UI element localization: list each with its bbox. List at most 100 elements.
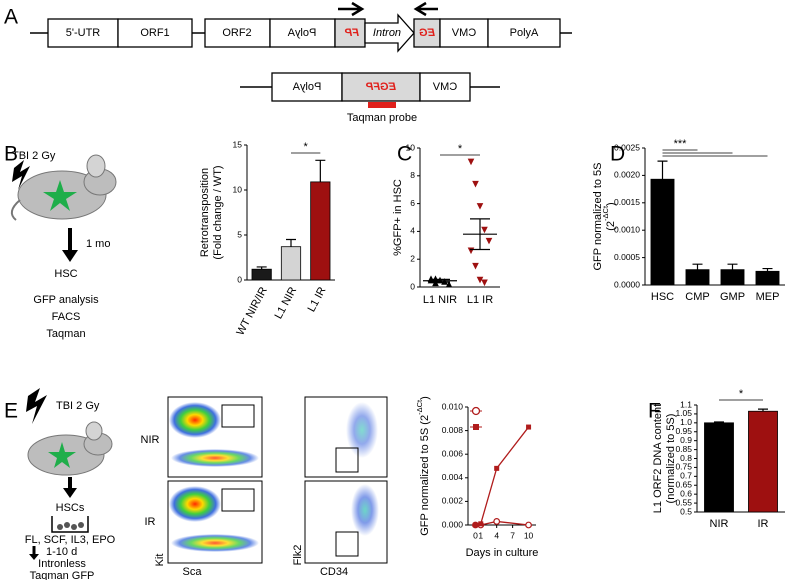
panel-letter: E xyxy=(4,400,18,423)
bar xyxy=(748,410,778,513)
x-tick-label: 10 xyxy=(524,530,534,540)
y-tick-label: 0.004 xyxy=(442,472,464,482)
element-label: 5'-UTR xyxy=(66,27,101,39)
y-axis-label: GFP normalized to 5S xyxy=(592,162,604,270)
flow-plots: NIR IR Kit Sca Flk2 CD34 xyxy=(141,396,388,578)
star xyxy=(43,180,77,211)
treatment-label: TBI 2 Gy xyxy=(56,400,100,412)
y-tick-label: 0.75 xyxy=(675,462,692,472)
error-bar-line xyxy=(714,421,724,423)
y-tick-label: 1.1 xyxy=(680,399,692,409)
gate xyxy=(221,404,255,428)
time-label: 1-10 d xyxy=(46,546,77,558)
culture-label: FL, SCF, IL3, EPO xyxy=(25,534,116,546)
element-label: PolyA xyxy=(287,27,316,39)
error-bar xyxy=(470,218,490,251)
significance-label: *** xyxy=(674,138,688,150)
element-label: PolyA xyxy=(510,27,539,39)
arrow-head xyxy=(63,488,77,498)
axis-label: CD34 xyxy=(320,566,348,578)
mouse-ear xyxy=(85,421,103,441)
construct-diagram: 5'-UTR ORF1 ORF2 PolyA FP Intron EG CMV … xyxy=(30,1,572,124)
y-axis-label: L1 ORF2 DNA content xyxy=(652,404,664,513)
time-label: 1 mo xyxy=(86,238,110,250)
arrow-head xyxy=(29,554,39,560)
y-tick-label: 0.000 xyxy=(442,519,464,529)
y-axis-label-part: GFP normalized to 5S (2 xyxy=(419,415,431,536)
y-tick-label: 1.0 xyxy=(680,417,692,427)
error-bar xyxy=(286,238,296,247)
bar xyxy=(704,422,734,513)
y-tick-label: 0.0020 xyxy=(614,170,640,180)
data-point xyxy=(481,279,488,287)
data-point xyxy=(476,203,484,210)
error-bar-line xyxy=(315,159,326,182)
significance-label: * xyxy=(304,141,309,153)
probe-label: Taqman probe xyxy=(347,112,417,124)
axis-label: Sca xyxy=(183,566,203,578)
x-tick-label: 1 xyxy=(478,530,483,540)
data-point xyxy=(432,279,439,287)
significance-label: * xyxy=(739,388,744,400)
element-label: PolyA xyxy=(292,81,321,93)
row-label: NIR xyxy=(141,434,160,446)
y-tick-label: 0 xyxy=(237,274,242,284)
y-tick-label: 2 xyxy=(410,253,415,263)
data-point xyxy=(493,518,501,525)
y-axis-label-part: ) xyxy=(419,396,431,400)
data-point xyxy=(481,226,488,234)
arrow-head xyxy=(62,250,78,262)
error-bar xyxy=(430,278,450,283)
error-bar xyxy=(727,263,738,270)
gate xyxy=(335,447,359,473)
element-box xyxy=(419,72,471,102)
y-tick-label: 0.85 xyxy=(675,444,692,454)
y-axis-label: Retrotransposition xyxy=(199,168,211,257)
density xyxy=(169,402,221,438)
bar xyxy=(280,246,302,281)
y-tick-label: 0.7 xyxy=(680,471,692,481)
data-point xyxy=(472,522,478,528)
primer-arrow xyxy=(338,1,365,17)
error-bar-line xyxy=(758,408,768,412)
element-box xyxy=(204,18,271,48)
y-tick-label: 4 xyxy=(410,226,415,236)
x-tick-label: 7 xyxy=(510,530,515,540)
gate xyxy=(335,531,359,557)
probe-bar xyxy=(368,102,396,108)
primer-arrow xyxy=(413,1,438,17)
bar xyxy=(650,178,675,286)
data-point xyxy=(445,280,453,288)
error-bar-line xyxy=(430,278,450,283)
data-point xyxy=(441,278,448,285)
readout-label: GFP analysis xyxy=(33,294,99,306)
element-label: EGFP xyxy=(365,81,396,93)
cells xyxy=(57,522,84,530)
density xyxy=(351,484,379,536)
element-label: ORF1 xyxy=(140,27,169,39)
panel-letter: B xyxy=(4,143,18,166)
error-bar-line xyxy=(470,218,490,251)
y-tick-label: 10 xyxy=(406,142,416,152)
y-tick-label: 0.0000 xyxy=(614,279,640,289)
x-tick-label: IR xyxy=(758,518,769,530)
y-axis-label: (Fold change / WT) xyxy=(212,165,224,259)
schematic-e: TBI 2 Gy HSCs FL, SCF, IL3, EPO 1-10 d I… xyxy=(25,388,116,580)
y-tick-label: 0.55 xyxy=(675,497,692,507)
error-bar-line xyxy=(762,267,773,272)
y-tick-label: 0.0025 xyxy=(614,142,640,152)
y-tick-label: 0.65 xyxy=(675,480,692,490)
x-tick-label: GMP xyxy=(720,291,745,303)
x-axis-label: Days in culture xyxy=(466,547,539,559)
bar xyxy=(251,268,272,281)
bar xyxy=(755,270,780,286)
element-label: EG xyxy=(419,27,435,39)
data-point xyxy=(467,247,475,255)
y-axis-label: (normalized to 5S) xyxy=(665,414,677,504)
y-tick-label: 10 xyxy=(233,184,243,194)
y-tick-label: 0.010 xyxy=(442,401,464,411)
readout-label: FACS xyxy=(52,311,81,323)
y-axis-label-part: ) xyxy=(605,202,617,206)
data-point xyxy=(494,465,500,471)
element-box xyxy=(439,18,489,48)
